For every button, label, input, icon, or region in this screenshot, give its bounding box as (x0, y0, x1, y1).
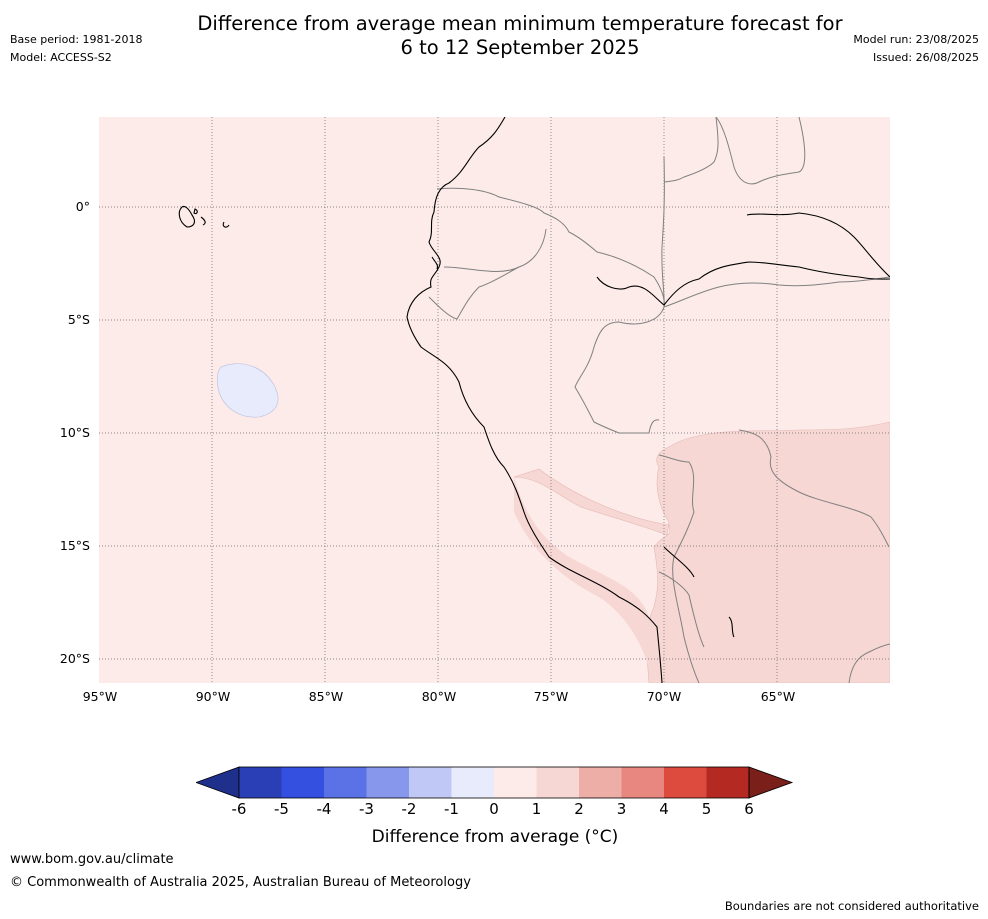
title-line-2: 6 to 12 September 2025 (400, 36, 640, 59)
colorbar-tick-label: 0 (489, 800, 499, 818)
colorbar-cell (536, 767, 579, 798)
graticule (99, 117, 890, 683)
colorbar-arrow-high (748, 766, 794, 799)
colorbar-cell (281, 767, 324, 798)
colorbar-cell (706, 767, 749, 798)
coastal-warm-band (514, 477, 659, 683)
colorbar-tick-label: -4 (316, 800, 332, 818)
colorbar-frame (238, 766, 750, 799)
run-info: Model run: 23/08/2025 Issued: 26/08/2025 (853, 31, 979, 67)
anomaly-region-warm (513, 421, 890, 683)
colorbar-tick-label: -1 (444, 800, 459, 818)
model-name: Model: ACCESS-S2 (10, 51, 112, 64)
colorbar-tick-label: 3 (616, 800, 627, 818)
colorbar-cell (324, 767, 367, 798)
colorbar-arrow-low (196, 766, 240, 799)
lon-label-85w: 85°W (308, 689, 344, 704)
colorbar-tick-label: 2 (574, 800, 584, 818)
disclaimer-text: Boundaries are not considered authoritat… (724, 899, 979, 913)
colorbar-cell (621, 767, 664, 798)
colorbar-cell (451, 767, 494, 798)
colorbar-cell (579, 767, 622, 798)
colorbar-tick-label: 4 (659, 800, 669, 818)
lat-label-20s: 20°S (59, 651, 90, 666)
anomaly-region-cool (216, 363, 279, 418)
colorbar-tick-label: -3 (359, 800, 374, 818)
lat-label-15s: 15°S (59, 538, 90, 553)
colorbar-tick-label: -6 (231, 800, 247, 818)
chart-title: Difference from average mean minimum tem… (120, 12, 920, 60)
base-period: Base period: 1981-2018 (10, 33, 143, 46)
website-link[interactable]: www.bom.gov.au/climate (10, 852, 174, 867)
lon-label-80w: 80°W (421, 689, 457, 704)
colorbar-tick-label: 6 (744, 800, 754, 818)
coastline (178, 117, 890, 683)
colorbar (196, 766, 794, 799)
model-info: Base period: 1981-2018 Model: ACCESS-S2 (10, 31, 142, 67)
colorbar-tick-label: 1 (531, 800, 542, 818)
colorbar-label: Difference from average (°C) (371, 827, 619, 847)
country-borders (428, 117, 890, 683)
colorbar-tick-label: -2 (401, 800, 417, 818)
colorbar-tick-label: -5 (274, 800, 289, 818)
colorbar-cell (664, 767, 707, 798)
colorbar-cell (366, 767, 409, 798)
issued-date: Issued: 26/08/2025 (872, 51, 979, 64)
lon-label-70w: 70°W (646, 689, 682, 704)
colorbar-cells (196, 766, 794, 799)
lon-label-65w: 65°W (760, 689, 796, 704)
lon-label-90w: 90°W (195, 689, 231, 704)
lon-label-75w: 75°W (533, 689, 569, 704)
title-line-1: Difference from average mean minimum tem… (197, 12, 843, 35)
colorbar-tick-label: 5 (701, 800, 712, 818)
lat-label-10s: 10°S (59, 425, 90, 440)
colorbar-cell (494, 767, 537, 798)
copyright-text: © Commonwealth of Australia 2025, Austra… (10, 875, 471, 890)
lat-label-5s: 5°S (67, 312, 90, 327)
lon-label-95w: 95°W (82, 689, 118, 704)
colorbar-cell (239, 767, 282, 798)
forecast-map (99, 117, 890, 683)
lat-label-0: 0° (75, 199, 90, 214)
model-run-date: Model run: 23/08/2025 (853, 33, 979, 46)
colorbar-cell (409, 767, 452, 798)
